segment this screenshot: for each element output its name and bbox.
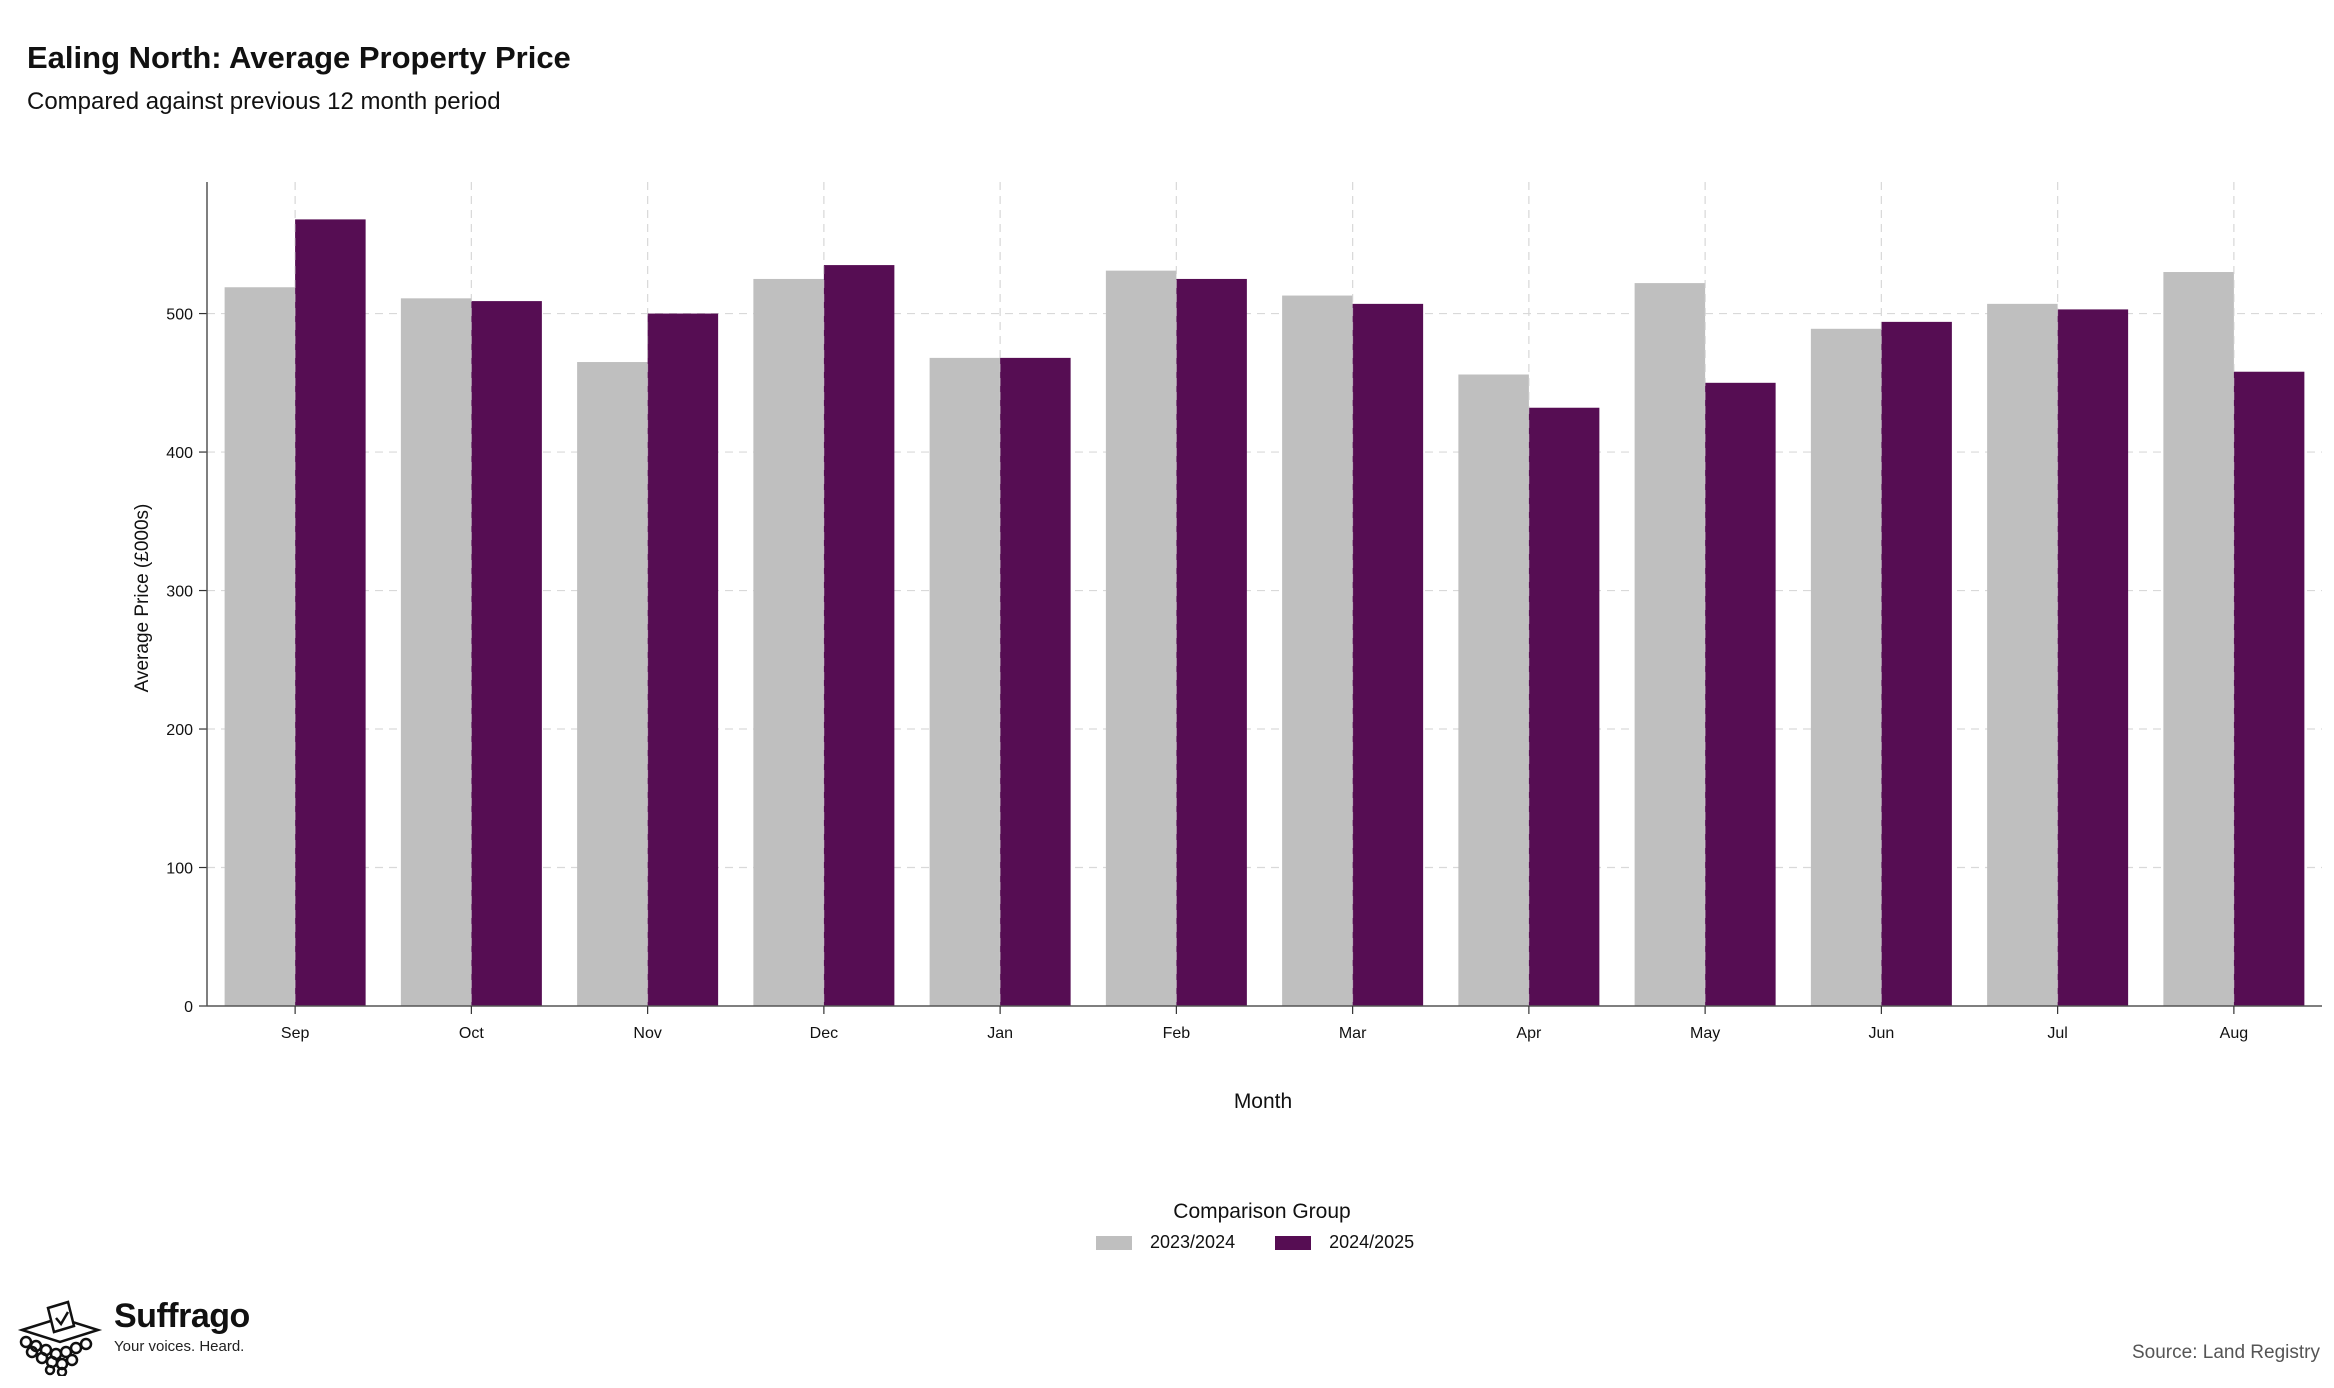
- bar-2023-2024-jun: [1810, 328, 1882, 1006]
- bar-2023-2024-may: [1634, 283, 1706, 1006]
- ballot-box-icon: [17, 1300, 103, 1376]
- y-tick-label: 100: [166, 861, 193, 878]
- legend-swatch-2023-2024: [1096, 1235, 1132, 1250]
- bar-2024-2025-oct: [471, 301, 542, 1007]
- x-tick-label: Dec: [810, 1025, 838, 1042]
- bar-2024-2025-jun: [1881, 321, 1952, 1006]
- x-tick-label: Jan: [987, 1025, 1013, 1042]
- bar-2023-2024-aug: [2163, 272, 2234, 1006]
- bar-2023-2024-feb: [1105, 270, 1177, 1006]
- bar-2024-2025-aug: [2233, 371, 2305, 1006]
- x-axis-label: Month: [1234, 1090, 1292, 1113]
- bar-chart: 0 100 200 300 400 500 Sep Oct Nov Dec Jan Feb Mar Apr…: [132, 182, 2322, 1113]
- bars: [224, 182, 2305, 1007]
- bar-2024-2025-may: [1705, 382, 1776, 1006]
- bar-2023-2024-mar: [1282, 295, 1353, 1006]
- legend-item-2024-2025: 2024/2025: [1275, 1232, 1414, 1253]
- bar-2024-2025-feb: [1176, 278, 1247, 1006]
- bar-2024-2025-jan: [1000, 357, 1071, 1006]
- bar-2024-2025-mar: [1352, 303, 1424, 1006]
- bar-2024-2025-nov: [647, 313, 719, 1007]
- source-note: Source: Land Registry: [2132, 1342, 2320, 1363]
- bar-2023-2024-nov: [577, 362, 648, 1007]
- logo-tagline: Your voices. Heard.: [114, 1338, 245, 1355]
- x-tick-label: Oct: [459, 1025, 484, 1042]
- y-tick-label: 300: [166, 584, 193, 601]
- bar-2024-2025-dec: [823, 265, 895, 1007]
- legend-item-2023-2024: 2023/2024: [1096, 1232, 1235, 1253]
- chart-subtitle: Compared against previous 12 month perio…: [27, 88, 501, 115]
- legend-title: Comparison Group: [1173, 1200, 1351, 1223]
- legend-label-2023-2024: 2023/2024: [1150, 1232, 1236, 1252]
- bar-2023-2024-jan: [929, 357, 1001, 1006]
- x-tick-label: May: [1690, 1025, 1720, 1042]
- legend: 2023/2024 2024/2025: [1096, 1232, 1454, 1253]
- chart-title: Ealing North: Average Property Price: [27, 40, 571, 75]
- legend-swatch-2024-2025: [1275, 1235, 1312, 1250]
- y-tick-label: 0: [184, 999, 193, 1016]
- bar-2023-2024-oct: [400, 298, 472, 1006]
- bar-2023-2024-jul: [1987, 303, 2058, 1006]
- x-tick-label: Jun: [1868, 1025, 1894, 1042]
- y-tick-label: 500: [166, 307, 193, 324]
- axes: 0 100 200 300 400 500 Sep Oct Nov Dec Jan Feb Mar Apr…: [166, 182, 2322, 1042]
- x-tick-label: Sep: [281, 1025, 310, 1042]
- bar-2024-2025-jul: [2057, 309, 2129, 1006]
- suffrago-logo: Suffrago Your voices. Heard.: [14, 1296, 250, 1376]
- x-tick-label: Mar: [1339, 1025, 1367, 1042]
- x-tick-label: Nov: [633, 1025, 661, 1042]
- bar-2024-2025-sep: [295, 219, 366, 1006]
- bar-2023-2024-dec: [753, 278, 824, 1006]
- bar-2024-2025-apr: [1528, 407, 1600, 1006]
- legend-label-2024-2025: 2024/2025: [1329, 1232, 1415, 1252]
- y-tick-label: 400: [166, 445, 193, 462]
- x-tick-label: Aug: [2220, 1025, 2248, 1042]
- x-tick-label: Apr: [1516, 1025, 1542, 1042]
- x-tick-label: Jul: [2047, 1025, 2067, 1042]
- y-axis-label: Average Price (£000s): [132, 504, 153, 693]
- bar-2023-2024-apr: [1458, 374, 1529, 1007]
- x-tick-label: Feb: [1163, 1025, 1191, 1042]
- bar-2023-2024-sep: [224, 287, 296, 1006]
- y-tick-label: 200: [166, 722, 193, 739]
- logo-name: Suffrago: [114, 1297, 250, 1335]
